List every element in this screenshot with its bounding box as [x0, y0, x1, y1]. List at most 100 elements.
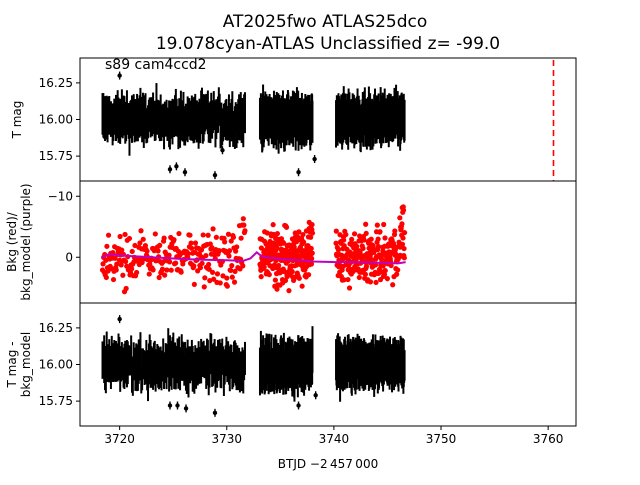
bkg-point — [240, 216, 246, 222]
bkg-point — [300, 231, 306, 238]
bkg-point — [309, 250, 315, 256]
bkg-point — [126, 235, 133, 242]
bkg-point — [171, 237, 177, 243]
bkg-point — [258, 245, 264, 251]
panel-bottom: 15.75 16.00 16.25 T mag - bkg_model — [5, 302, 577, 427]
bkg-point — [229, 262, 235, 269]
bkg-point — [362, 271, 369, 277]
bkg-point — [308, 234, 314, 240]
bkg-point — [308, 245, 314, 252]
bkg-point — [360, 245, 366, 252]
bkg-model-line — [100, 251, 406, 265]
series-middle-1 — [100, 251, 406, 265]
bkg-point — [381, 221, 387, 228]
bkg-point — [168, 267, 174, 273]
outlier-point — [182, 170, 188, 175]
bkg-point — [132, 242, 138, 249]
outlier-point — [167, 167, 173, 172]
bkg-point — [341, 243, 347, 249]
bkg-point — [229, 274, 235, 280]
bkg-point — [114, 261, 120, 267]
bkg-point — [363, 263, 370, 269]
bkg-point — [276, 262, 282, 269]
bkg-point — [258, 274, 264, 280]
bkg-point — [201, 284, 207, 290]
bkg-point — [382, 267, 388, 274]
bkg-point — [384, 276, 390, 282]
bkg-point — [346, 285, 353, 291]
bkg-point — [401, 230, 408, 236]
bkg-point — [191, 281, 197, 288]
bkg-point — [368, 236, 374, 242]
bkg-point — [375, 243, 381, 250]
bkg-point — [274, 245, 280, 251]
bkg-point — [281, 268, 287, 274]
bkg-point — [272, 277, 278, 283]
bkg-point — [289, 269, 295, 275]
y-axis-label: Bkg (red)/ — [5, 211, 19, 272]
bkg-point — [283, 224, 290, 230]
outlier-point — [117, 73, 122, 78]
bkg-point — [232, 268, 238, 275]
bkg-point — [118, 262, 124, 268]
bkg-point — [233, 248, 239, 254]
bkg-point — [161, 235, 167, 241]
bkg-point — [350, 268, 356, 274]
bkg-point — [400, 235, 406, 241]
bkg-point — [113, 267, 119, 273]
outlier-point — [175, 403, 180, 408]
bkg-point — [341, 237, 347, 243]
bkg-point — [377, 229, 383, 235]
outlier-point — [183, 406, 189, 411]
x-tick-label: 3730 — [211, 432, 242, 446]
bkg-point — [103, 274, 109, 281]
bkg-point — [144, 248, 150, 254]
bkg-point — [167, 259, 173, 265]
bkg-point — [157, 242, 163, 248]
bkg-point — [296, 275, 302, 281]
outlier-point — [212, 172, 218, 178]
bkg-point — [333, 228, 339, 234]
bkg-point — [363, 230, 369, 237]
bkg-point — [300, 239, 307, 245]
bkg-point — [226, 248, 233, 254]
bkg-point — [112, 255, 118, 261]
bkg-point — [213, 234, 219, 240]
outlier-point — [296, 403, 301, 408]
bkg-point — [155, 248, 161, 254]
bkg-point — [341, 277, 347, 283]
bkg-point — [185, 251, 191, 257]
bkg-point — [176, 230, 182, 237]
bkg-point — [214, 271, 221, 277]
bkg-point — [178, 269, 184, 275]
bkg-point — [164, 267, 170, 273]
bkg-point — [220, 273, 226, 279]
outlier-point — [117, 316, 122, 322]
bkg-point — [363, 221, 369, 227]
outlier-point — [212, 410, 218, 416]
bkg-point — [234, 244, 240, 250]
bkg-point — [356, 274, 362, 281]
bkg-point — [382, 235, 388, 241]
bkg-point — [100, 261, 106, 267]
bkg-point — [351, 231, 358, 237]
outlier-point — [296, 170, 301, 175]
bkg-point — [162, 272, 168, 278]
bkg-point — [309, 255, 315, 262]
bkg-point — [224, 275, 230, 281]
bkg-point — [224, 283, 230, 289]
bkg-point — [166, 252, 172, 258]
outlier-point — [312, 156, 317, 162]
bkg-point — [150, 267, 156, 273]
bkg-point — [188, 240, 194, 246]
y-tick-label: 16.00 — [39, 113, 73, 127]
bkg-point — [240, 263, 246, 269]
bkg-point — [192, 240, 199, 246]
bkg-point — [357, 249, 363, 255]
bkg-point — [206, 266, 212, 272]
bkg-point — [361, 237, 367, 243]
bkg-point — [191, 263, 197, 269]
bkg-point — [400, 207, 407, 213]
chart-title-line2: 19.078cyan-ATLAS Unclassified z= -99.0 — [156, 34, 500, 54]
bkg-point — [211, 252, 217, 258]
